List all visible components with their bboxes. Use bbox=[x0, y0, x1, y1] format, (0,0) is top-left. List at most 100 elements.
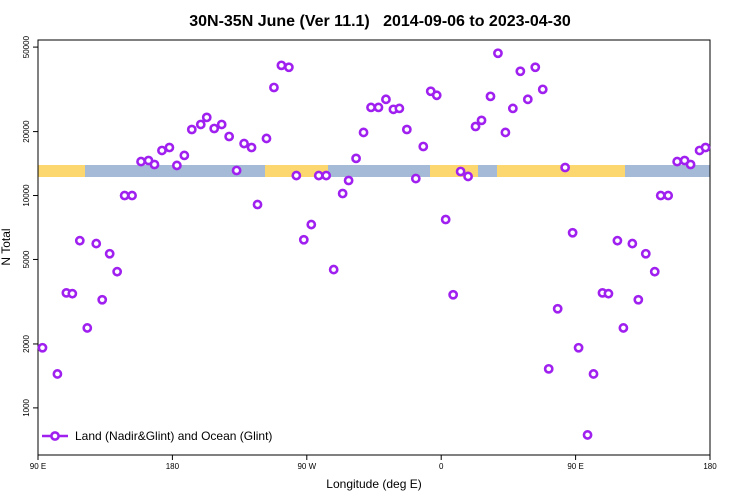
point bbox=[276, 60, 287, 71]
point bbox=[104, 248, 115, 259]
x-tick-label: 180 bbox=[703, 462, 717, 471]
point bbox=[201, 112, 212, 123]
point bbox=[82, 323, 93, 333]
point bbox=[337, 188, 348, 199]
y-tick-label: 1000 bbox=[22, 398, 31, 416]
point bbox=[283, 62, 294, 73]
x-tick-label: 90 E bbox=[567, 462, 583, 471]
point bbox=[179, 150, 190, 161]
point bbox=[216, 119, 227, 130]
point bbox=[588, 369, 599, 379]
point bbox=[537, 84, 548, 95]
point bbox=[209, 123, 220, 134]
point bbox=[603, 288, 614, 299]
plot-frame bbox=[37, 39, 711, 456]
y-tick-label: 50000 bbox=[22, 35, 31, 58]
x-tick-label: 180 bbox=[166, 462, 180, 471]
ocean-segment bbox=[478, 165, 497, 177]
ocean-segment bbox=[85, 165, 265, 177]
point bbox=[321, 170, 332, 181]
point bbox=[239, 138, 249, 149]
point bbox=[476, 115, 487, 126]
x-axis-label: Longitude (deg E) bbox=[326, 477, 421, 491]
point bbox=[507, 103, 518, 114]
land-segment bbox=[497, 165, 625, 177]
point bbox=[640, 248, 651, 259]
point bbox=[171, 160, 182, 171]
point bbox=[97, 294, 108, 305]
x-tick-label: 90 E bbox=[30, 462, 46, 471]
point bbox=[573, 342, 584, 353]
point bbox=[112, 266, 123, 277]
chart-title: 30N-35N June (Ver 11.1) 2014-09-06 to 20… bbox=[189, 13, 571, 30]
point bbox=[418, 141, 429, 152]
point bbox=[560, 162, 571, 173]
point bbox=[67, 288, 78, 299]
y-tick-label: 20000 bbox=[22, 120, 31, 143]
point bbox=[127, 190, 137, 201]
point bbox=[246, 142, 257, 153]
point bbox=[672, 156, 683, 167]
point bbox=[567, 227, 578, 238]
point bbox=[582, 430, 593, 440]
point bbox=[224, 131, 235, 142]
y-tick-label: 10000 bbox=[22, 184, 31, 207]
y-axis-label: N Total bbox=[0, 228, 13, 265]
point bbox=[627, 238, 638, 249]
point bbox=[655, 190, 666, 201]
point bbox=[91, 238, 102, 249]
point bbox=[149, 159, 160, 170]
x-tick-label: 90 W bbox=[297, 462, 316, 471]
point bbox=[313, 170, 324, 181]
ocean-segment bbox=[328, 165, 430, 177]
point bbox=[195, 119, 206, 130]
point bbox=[685, 159, 696, 170]
point bbox=[269, 82, 279, 93]
point bbox=[552, 303, 563, 314]
point bbox=[663, 190, 674, 201]
point bbox=[52, 369, 63, 379]
point bbox=[522, 94, 533, 105]
point bbox=[700, 142, 711, 153]
point bbox=[351, 153, 361, 164]
point bbox=[485, 91, 496, 102]
point bbox=[401, 124, 412, 135]
point bbox=[470, 121, 481, 132]
y-tick-label: 5000 bbox=[22, 250, 31, 268]
x-tick-label: 0 bbox=[439, 462, 444, 471]
point bbox=[373, 102, 384, 113]
point bbox=[530, 62, 541, 73]
point bbox=[366, 102, 376, 113]
point bbox=[252, 199, 263, 210]
point bbox=[410, 173, 421, 184]
point bbox=[358, 127, 369, 138]
point bbox=[381, 94, 391, 105]
y-tick-label: 2000 bbox=[22, 335, 31, 353]
point bbox=[618, 323, 629, 333]
point bbox=[306, 219, 317, 230]
point bbox=[448, 289, 459, 300]
point bbox=[612, 235, 623, 246]
point bbox=[231, 165, 242, 176]
point bbox=[431, 90, 442, 101]
point bbox=[633, 294, 644, 305]
point bbox=[515, 66, 526, 77]
point bbox=[37, 342, 48, 353]
point bbox=[261, 133, 272, 144]
point bbox=[500, 127, 511, 138]
point bbox=[394, 103, 405, 114]
legend-marker bbox=[50, 431, 60, 441]
point bbox=[291, 170, 302, 181]
point bbox=[164, 142, 175, 153]
point bbox=[136, 156, 146, 167]
legend-label: Land (Nadir&Glint) and Ocean (Glint) bbox=[75, 429, 272, 443]
point bbox=[186, 124, 197, 135]
point bbox=[440, 214, 451, 225]
land-ocean-band bbox=[38, 165, 710, 177]
point bbox=[343, 175, 354, 186]
point bbox=[649, 266, 660, 277]
point bbox=[328, 264, 339, 275]
point bbox=[119, 190, 130, 201]
point bbox=[543, 363, 554, 374]
point bbox=[455, 166, 466, 177]
